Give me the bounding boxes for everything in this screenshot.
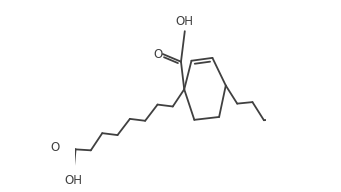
Text: OH: OH xyxy=(176,15,194,28)
Text: O: O xyxy=(50,141,59,154)
Text: OH: OH xyxy=(65,174,83,187)
Text: O: O xyxy=(153,48,163,60)
